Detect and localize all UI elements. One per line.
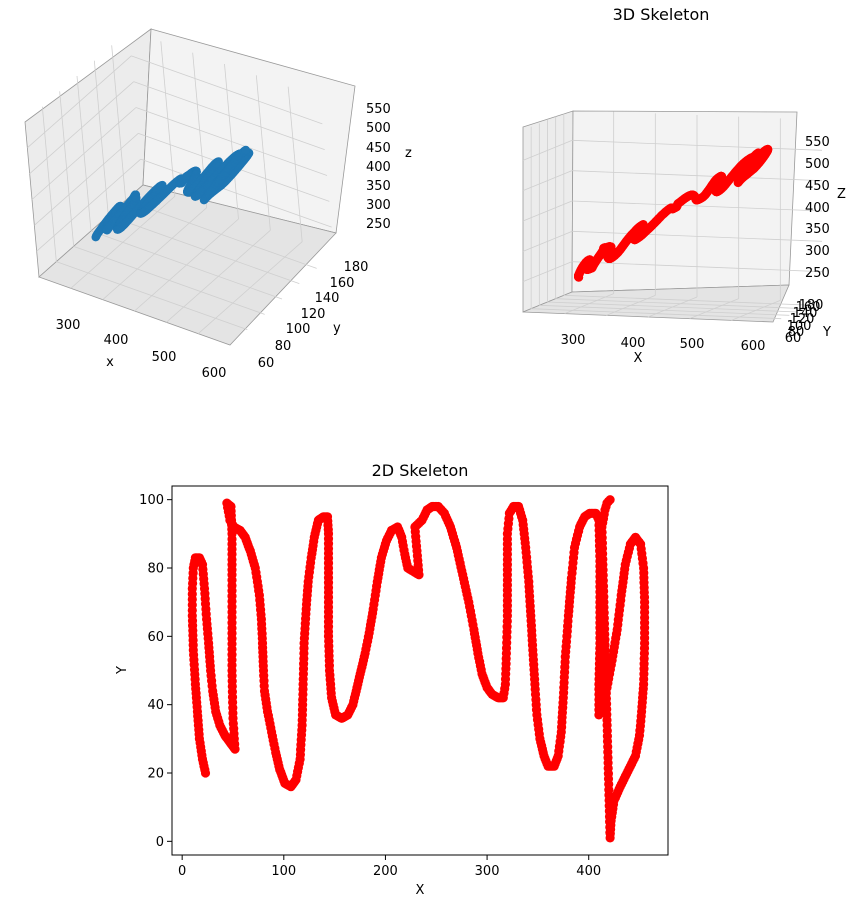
z-tick-label: 250 — [805, 266, 830, 281]
z-axis-label: z — [405, 146, 412, 161]
x-tick-label: 500 — [680, 337, 705, 352]
y-tick-label: 60 — [147, 630, 164, 645]
left-wall — [522, 110, 574, 313]
x-tick-label: 100 — [271, 864, 296, 879]
grid-3d — [522, 111, 823, 321]
z-tick-label: 400 — [805, 201, 830, 216]
panel-3d-skeleton: 3D Skeleton 300 400 500 600 X 60 80 100 … — [522, 5, 846, 366]
y-tick-label: 80 — [275, 339, 292, 354]
x-tick-label: 400 — [576, 864, 601, 879]
z-axis-label: Z — [837, 187, 846, 202]
z-tick-label: 400 — [366, 160, 391, 175]
x-axis-label: x — [106, 355, 114, 370]
y-tick-label: 100 — [787, 319, 812, 334]
y-tick-label: 120 — [301, 307, 326, 322]
axes-2d: 0 100 200 300 400 0 20 40 60 80 100 — [139, 493, 601, 879]
panel-3d-scatter: 300 400 500 600 x 60 80 100 120 140 160 … — [24, 28, 412, 381]
x-tick-label: 0 — [178, 864, 186, 879]
z-tick-label: 500 — [366, 121, 391, 136]
y-tick-label: 160 — [330, 276, 355, 291]
y-axis-label: Y — [115, 666, 130, 675]
x-tick-label: 600 — [202, 366, 227, 381]
grid-line — [125, 199, 317, 269]
z-tick-label: 500 — [805, 157, 830, 172]
chart-title: 3D Skeleton — [613, 5, 710, 24]
y-axis-label: y — [333, 321, 341, 336]
grid-line — [571, 139, 823, 151]
y-tick-label: 140 — [793, 306, 818, 321]
skeleton-points-3d — [574, 144, 773, 282]
skeleton-points-3d — [91, 145, 254, 242]
grid-line — [111, 45, 127, 201]
y-tick-label: 100 — [139, 493, 164, 508]
chart-title: 2D Skeleton — [372, 461, 469, 480]
z-tick-label: 250 — [366, 217, 391, 232]
grid-3d — [27, 41, 332, 334]
y-tick-label: 140 — [315, 291, 340, 306]
x-tick-label: 200 — [373, 864, 398, 879]
z-tick-label: 450 — [805, 179, 830, 194]
grid-line — [131, 55, 323, 125]
grid-line — [563, 294, 814, 306]
y-tick-label: 60 — [258, 356, 275, 371]
skeleton-point — [605, 495, 615, 505]
x-tick-label: 400 — [104, 333, 129, 348]
z-tick-label: 350 — [366, 179, 391, 194]
x-tick-label: 600 — [741, 339, 766, 354]
y-tick-label: 80 — [147, 562, 164, 577]
x-tick-label: 400 — [621, 336, 646, 351]
x-tick-label: 300 — [561, 333, 586, 348]
y-tick-label: 60 — [785, 331, 802, 346]
x-tick-label: 300 — [475, 864, 500, 879]
y-tick-label: 0 — [156, 835, 164, 850]
y-tick-label: 160 — [796, 300, 821, 315]
z-tick-label: 550 — [366, 102, 391, 117]
x-axis-label: X — [416, 883, 425, 898]
skeleton-point — [753, 148, 763, 158]
z-tick-label: 300 — [366, 198, 391, 213]
z-tick-label: 450 — [366, 141, 391, 156]
x-tick-label: 300 — [56, 318, 81, 333]
y-axis-label: Y — [822, 325, 831, 340]
y-tick-label: 80 — [788, 325, 805, 340]
y-tick-label: 180 — [344, 260, 369, 275]
y-tick-label: 40 — [147, 698, 164, 713]
z-tick-label: 550 — [805, 135, 830, 150]
x-tick-label: 500 — [152, 350, 177, 365]
skeleton-point — [241, 145, 250, 155]
y-tick-label: 180 — [799, 298, 824, 313]
z-tick-label: 300 — [805, 244, 830, 259]
y-tick-label: 120 — [790, 312, 815, 327]
y-tick-label: 100 — [286, 322, 311, 337]
x-axis-label: X — [634, 351, 643, 366]
z-tick-label: 350 — [805, 222, 830, 237]
y-tick-label: 20 — [147, 767, 164, 782]
skeleton-points-2d — [187, 495, 650, 843]
axis-ticks-3d: 300 400 500 600 x 60 80 100 120 140 160 … — [56, 102, 412, 381]
axis-ticks-3d: 300 400 500 600 X 60 80 100 120 140 160 … — [561, 135, 846, 366]
